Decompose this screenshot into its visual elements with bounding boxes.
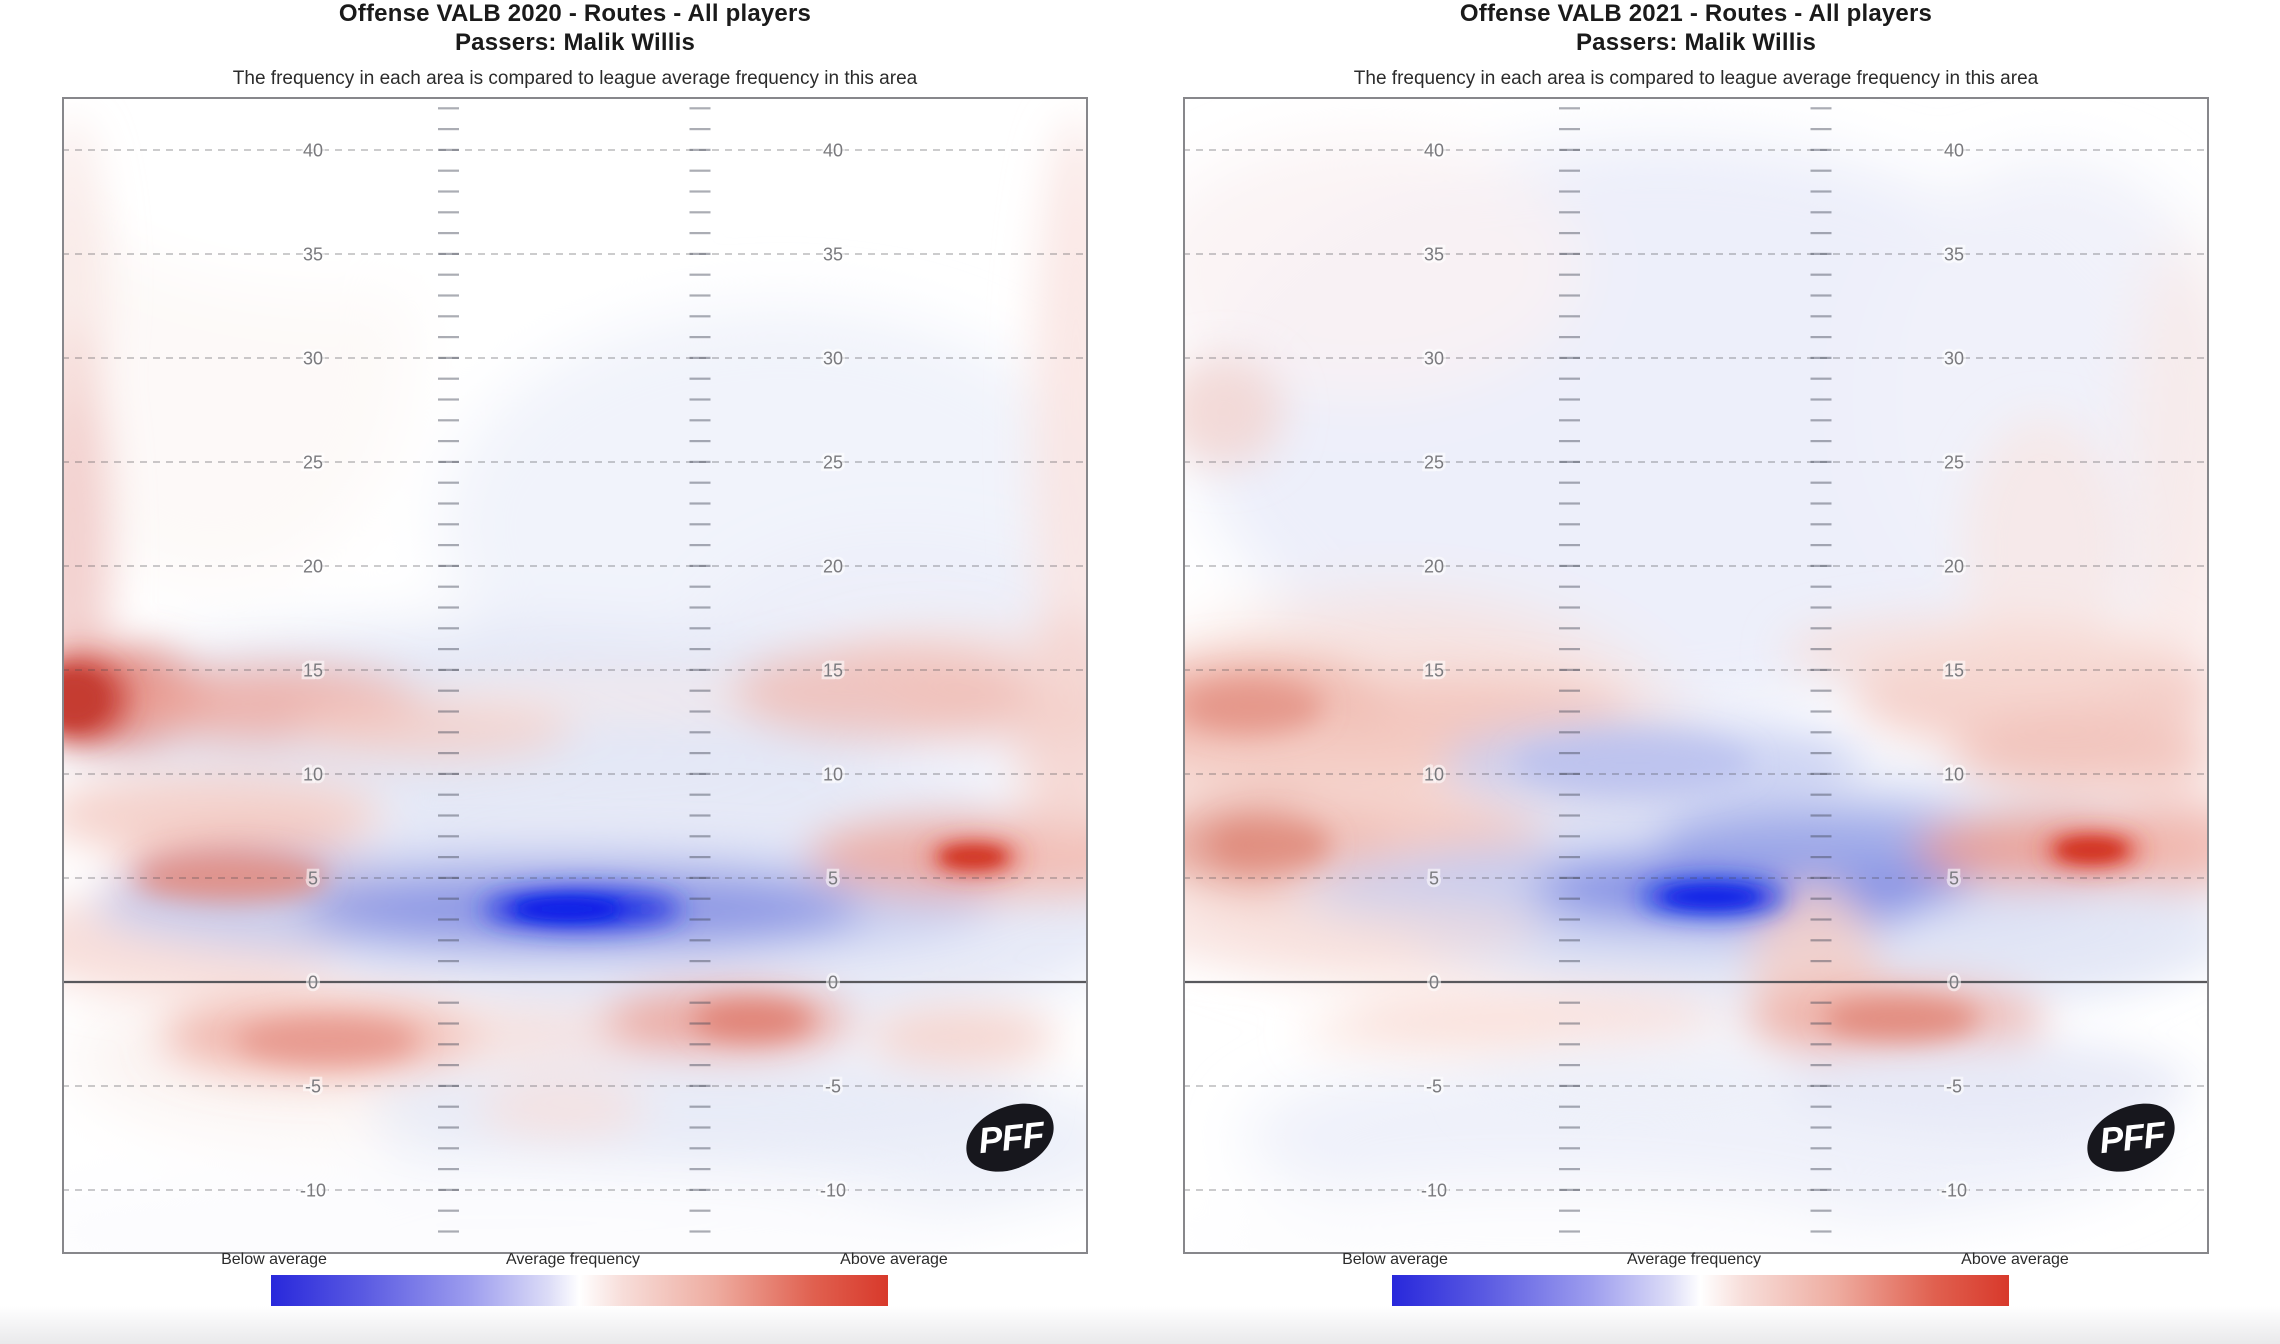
svg-text:35: 35 bbox=[823, 245, 843, 265]
svg-text:-5: -5 bbox=[825, 1077, 841, 1097]
svg-text:-5: -5 bbox=[1946, 1077, 1962, 1097]
svg-text:5: 5 bbox=[1949, 869, 1959, 889]
svg-text:PFF: PFF bbox=[976, 1113, 1047, 1161]
svg-text:20: 20 bbox=[823, 557, 843, 577]
svg-text:30: 30 bbox=[303, 349, 323, 369]
svg-text:25: 25 bbox=[1944, 453, 1964, 473]
svg-text:-10: -10 bbox=[1421, 1181, 1447, 1201]
svg-text:-5: -5 bbox=[1426, 1077, 1442, 1097]
svg-text:-5: -5 bbox=[305, 1077, 321, 1097]
svg-text:5: 5 bbox=[828, 869, 838, 889]
svg-text:25: 25 bbox=[1424, 453, 1444, 473]
svg-text:40: 40 bbox=[823, 141, 843, 161]
svg-text:0: 0 bbox=[1949, 973, 1959, 993]
svg-text:10: 10 bbox=[1944, 765, 1964, 785]
svg-text:PFF: PFF bbox=[2097, 1113, 2168, 1161]
svg-text:15: 15 bbox=[1944, 661, 1964, 681]
svg-text:40: 40 bbox=[303, 141, 323, 161]
svg-text:35: 35 bbox=[1424, 245, 1444, 265]
svg-text:35: 35 bbox=[1944, 245, 1964, 265]
svg-text:0: 0 bbox=[1429, 973, 1439, 993]
svg-text:-10: -10 bbox=[1941, 1181, 1967, 1201]
svg-text:35: 35 bbox=[303, 245, 323, 265]
svg-text:-10: -10 bbox=[820, 1181, 846, 1201]
svg-text:25: 25 bbox=[823, 453, 843, 473]
svg-text:40: 40 bbox=[1424, 141, 1444, 161]
svg-text:30: 30 bbox=[1424, 349, 1444, 369]
svg-text:40: 40 bbox=[1944, 141, 1964, 161]
svg-text:20: 20 bbox=[1944, 557, 1964, 577]
svg-text:-10: -10 bbox=[300, 1181, 326, 1201]
svg-text:30: 30 bbox=[1944, 349, 1964, 369]
svg-text:10: 10 bbox=[823, 765, 843, 785]
svg-text:30: 30 bbox=[823, 349, 843, 369]
svg-text:5: 5 bbox=[1429, 869, 1439, 889]
svg-text:0: 0 bbox=[828, 973, 838, 993]
svg-text:10: 10 bbox=[1424, 765, 1444, 785]
svg-text:15: 15 bbox=[303, 661, 323, 681]
svg-text:15: 15 bbox=[1424, 661, 1444, 681]
svg-text:15: 15 bbox=[823, 661, 843, 681]
svg-text:10: 10 bbox=[303, 765, 323, 785]
svg-text:20: 20 bbox=[1424, 557, 1444, 577]
svg-text:5: 5 bbox=[308, 869, 318, 889]
svg-text:20: 20 bbox=[303, 557, 323, 577]
svg-text:25: 25 bbox=[303, 453, 323, 473]
svg-text:0: 0 bbox=[308, 973, 318, 993]
